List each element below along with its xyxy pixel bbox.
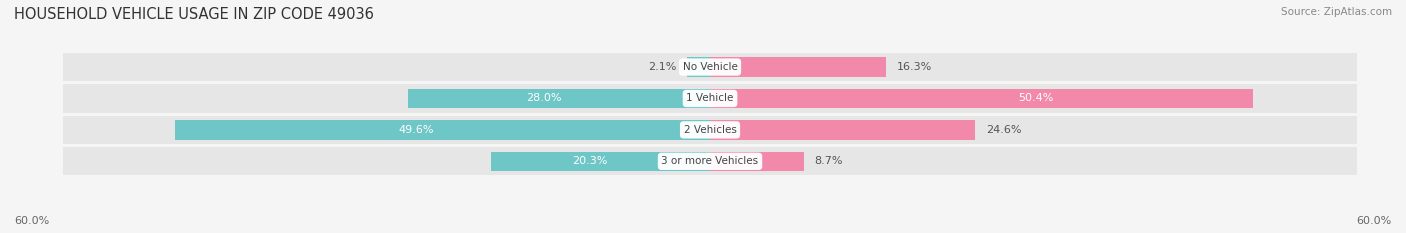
Text: 2 Vehicles: 2 Vehicles — [683, 125, 737, 135]
Text: 50.4%: 50.4% — [1018, 93, 1053, 103]
Text: 28.0%: 28.0% — [526, 93, 562, 103]
Bar — [710, 152, 804, 171]
Text: 49.6%: 49.6% — [398, 125, 433, 135]
Bar — [688, 57, 710, 77]
Bar — [408, 89, 710, 108]
Text: 1 Vehicle: 1 Vehicle — [686, 93, 734, 103]
Text: 60.0%: 60.0% — [1357, 216, 1392, 226]
Bar — [176, 120, 710, 140]
Bar — [63, 84, 1357, 113]
Bar — [710, 120, 976, 140]
Bar — [63, 116, 1357, 144]
Text: 20.3%: 20.3% — [572, 156, 607, 166]
Text: Source: ZipAtlas.com: Source: ZipAtlas.com — [1281, 7, 1392, 17]
Text: 16.3%: 16.3% — [897, 62, 932, 72]
Text: 24.6%: 24.6% — [986, 125, 1022, 135]
Text: No Vehicle: No Vehicle — [682, 62, 738, 72]
Text: HOUSEHOLD VEHICLE USAGE IN ZIP CODE 49036: HOUSEHOLD VEHICLE USAGE IN ZIP CODE 4903… — [14, 7, 374, 22]
Text: 3 or more Vehicles: 3 or more Vehicles — [661, 156, 759, 166]
Bar — [63, 53, 1357, 81]
Bar — [63, 147, 1357, 175]
Text: 8.7%: 8.7% — [814, 156, 844, 166]
Bar — [710, 57, 886, 77]
Text: 2.1%: 2.1% — [648, 62, 676, 72]
Bar — [710, 89, 1253, 108]
Text: 60.0%: 60.0% — [14, 216, 49, 226]
Bar — [491, 152, 710, 171]
